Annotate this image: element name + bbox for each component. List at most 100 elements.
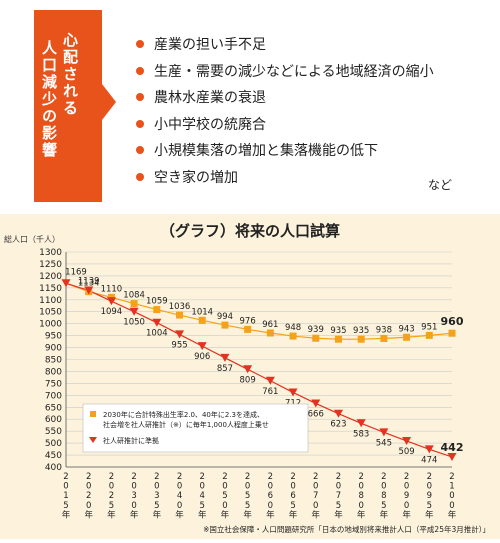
data-point-a — [357, 335, 365, 343]
data-point-b — [288, 388, 298, 397]
data-label-a: 1084 — [123, 291, 145, 301]
data-label-a: 935 — [353, 326, 369, 336]
bullet-dot-icon — [136, 146, 144, 154]
legend-marker-b — [89, 437, 97, 443]
data-point-b — [265, 376, 275, 385]
y-tick-label: 850 — [45, 356, 62, 366]
etc-label: など — [428, 178, 453, 192]
legend-label-a-line2: 社会増を社人研推計（※）に毎年1,000人程度上乗せ — [103, 420, 269, 429]
concerns-heading-line1: 心配される — [61, 32, 79, 117]
data-point-a — [312, 334, 320, 342]
y-axis-label: 総人口（千人） — [4, 234, 60, 244]
data-label-a: 948 — [285, 323, 301, 333]
y-tick-label: 700 — [45, 391, 62, 401]
legend-label-a-line1: 2030年に合計特殊出生率2.0、40年に2.3を達成、 — [103, 410, 264, 419]
list-item-label: 産業の担い手不足 — [154, 37, 266, 53]
data-point-b — [356, 419, 366, 428]
data-point-b — [220, 353, 230, 362]
list-item: 農林水産業の衰退 — [136, 89, 434, 116]
data-label-b: 1004 — [146, 329, 168, 339]
data-label-b: 1169 — [65, 267, 87, 277]
data-label-b: 1050 — [123, 318, 145, 328]
data-point-a — [403, 333, 411, 341]
data-label-b: 857 — [217, 364, 233, 374]
data-point-a — [380, 334, 388, 342]
data-label-a: 1059 — [146, 297, 168, 307]
y-tick-label: 550 — [45, 427, 62, 437]
banner-arrow — [102, 84, 116, 120]
legend-label-b: 社人研推計に準拠 — [103, 436, 159, 445]
data-point-a — [176, 311, 184, 319]
data-label-b: 509 — [398, 447, 414, 457]
bullet-dot-icon — [136, 40, 144, 48]
list-item-label: 生産・需要の減少などによる地域経済の縮小 — [154, 63, 434, 80]
data-label-b: 906 — [194, 352, 210, 362]
data-label-a: 994 — [217, 312, 233, 322]
legend-marker-a — [90, 411, 96, 417]
chart-title: （グラフ）将来の人口試算 — [160, 222, 340, 240]
list-item: 小中学校の統廃合 — [136, 116, 434, 143]
data-label-a: 935 — [330, 326, 346, 336]
list-item-label: 小規模集落の増加と集落機能の低下 — [154, 143, 378, 159]
y-tick-label: 800 — [45, 367, 62, 377]
y-tick-label: 1150 — [39, 284, 62, 294]
data-point-b — [311, 399, 321, 408]
bullet-dot-icon — [136, 66, 144, 75]
series-line-b — [65, 282, 453, 458]
data-point-b — [379, 428, 389, 437]
list-item: 生産・需要の減少などによる地域経済の縮小 — [136, 63, 434, 90]
bullet-dot-icon — [136, 172, 144, 181]
y-tick-label: 1000 — [39, 320, 62, 330]
y-tick-label: 900 — [45, 344, 62, 354]
data-label-b: 623 — [330, 420, 346, 430]
y-tick-label: 450 — [45, 451, 62, 461]
data-label-a: 938 — [376, 325, 392, 335]
data-label-b: 955 — [171, 340, 187, 350]
y-tick-label: 1200 — [39, 272, 62, 282]
data-point-b — [447, 452, 457, 461]
data-label-a: 1110 — [101, 284, 123, 294]
data-label-b: 1139 — [78, 276, 100, 286]
data-label-a: 960 — [441, 315, 464, 328]
y-tick-label: 750 — [45, 379, 62, 389]
data-point-b — [61, 279, 71, 288]
data-point-a — [198, 316, 206, 324]
data-label-a: 976 — [240, 316, 256, 326]
data-label-a: 951 — [421, 322, 437, 332]
data-label-b: 666 — [308, 409, 324, 419]
data-point-b — [175, 330, 185, 339]
data-point-b — [152, 318, 162, 327]
y-tick-label: 950 — [45, 332, 62, 342]
data-point-b — [84, 286, 94, 295]
y-tick-label: 1100 — [39, 296, 62, 306]
data-label-b: 442 — [441, 441, 464, 454]
bullet-dot-icon — [136, 119, 144, 128]
data-label-a: 939 — [308, 325, 324, 335]
concerns-heading-line2: 人口減少の影響 — [40, 40, 58, 159]
y-tick-label: 500 — [45, 439, 62, 449]
data-label-a: 1134 — [78, 279, 100, 289]
concerns-heading-banner — [34, 10, 102, 202]
data-point-a — [153, 306, 161, 314]
data-point-a — [334, 335, 342, 343]
data-point-a — [289, 332, 297, 340]
data-point-b — [197, 342, 207, 351]
data-label-b: 761 — [262, 387, 278, 397]
data-label-b: 545 — [376, 438, 392, 448]
data-point-a — [244, 325, 252, 333]
population-chart: （グラフ）将来の人口試算 総人口（千人） 400 450 500 550 600 650 700… — [0, 214, 500, 539]
